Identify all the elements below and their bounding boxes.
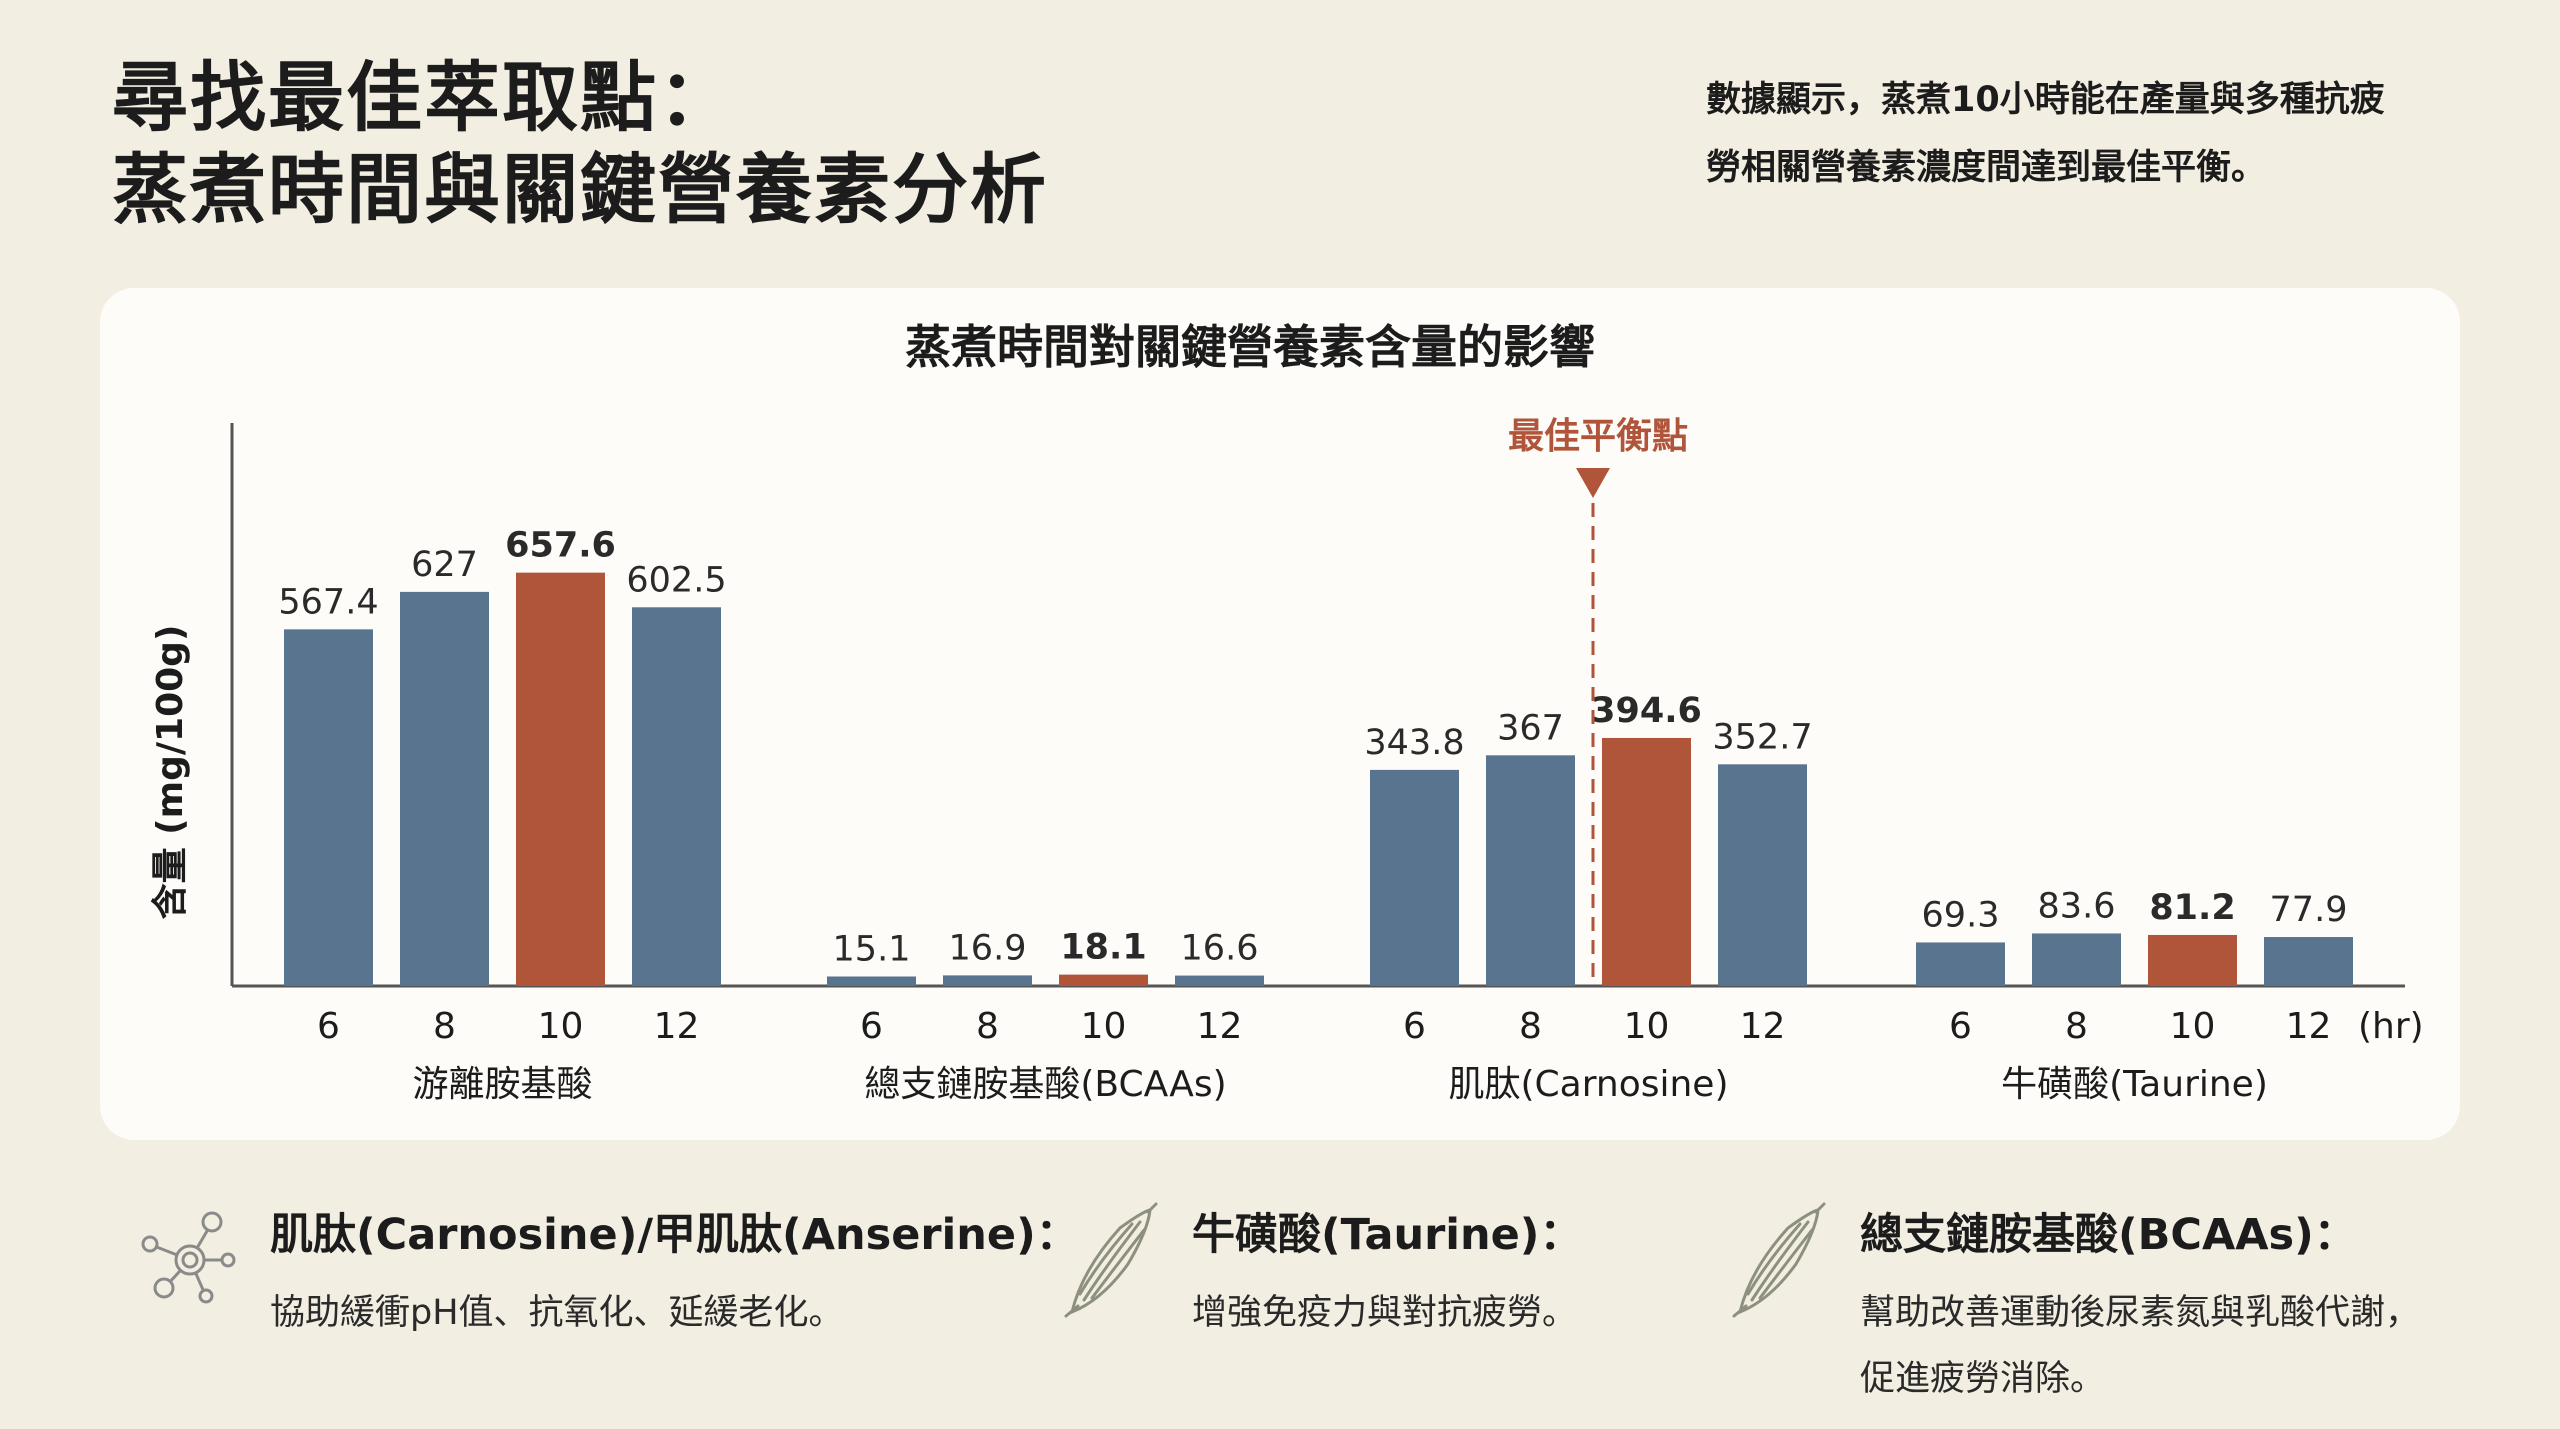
feature-title: 肌肽(Carnosine)/甲肌肽(Anserine)：: [270, 1210, 1079, 1260]
bar: [827, 976, 916, 986]
bar: [1370, 769, 1459, 986]
page-title-line2: 蒸煮時間與關鍵營養素分析: [112, 145, 1048, 234]
summary-line2: 勞相關營養素濃度間達到最佳平衡。: [1706, 148, 2267, 188]
molecule-icon: [141, 1211, 236, 1304]
x-tick-label: 12: [654, 1006, 700, 1047]
data-label: 352.7: [1712, 717, 1812, 757]
feature-desc: 幫助改善運動後尿素氮與乳酸代謝， 促進疲勞消除。: [1860, 1280, 2420, 1412]
muscle-fiber-icon: [1064, 1202, 1158, 1318]
data-label: 657.6: [505, 526, 616, 566]
bar: [1486, 755, 1575, 986]
x-tick-label: 6: [1403, 1006, 1426, 1047]
data-label: 627: [411, 545, 478, 585]
x-tick-label: 8: [433, 1006, 456, 1047]
summary-text: 數據顯示，蒸煮10小時能在產量與多種抗疲 勞相關營養素濃度間達到最佳平衡。: [1706, 66, 2466, 202]
bar: [1059, 974, 1148, 986]
bar: [2032, 933, 2121, 986]
bar: [400, 591, 489, 986]
x-tick-label: 8: [1519, 1006, 1542, 1047]
y-axis-label: 含量 (mg/100g): [150, 625, 191, 920]
feature-desc-line: 幫助改善運動後尿素氮與乳酸代謝，: [1860, 1293, 2421, 1333]
x-tick-label: 10: [2170, 1006, 2216, 1047]
group-label: 游離胺基酸: [412, 1064, 592, 1105]
optimal-label: 最佳平衡點: [1508, 416, 1688, 457]
bar: [284, 629, 373, 986]
data-label: 343.8: [1364, 723, 1464, 763]
bar: [1602, 737, 1691, 986]
feature-title: 總支鏈胺基酸(BCAAs)：: [1860, 1210, 2357, 1260]
x-tick-label: 6: [860, 1006, 883, 1047]
x-tick-label: 6: [317, 1006, 340, 1047]
data-label: 16.9: [949, 928, 1027, 968]
x-tick-label: 8: [976, 1006, 999, 1047]
bar: [1916, 942, 2005, 986]
data-label: 15.1: [833, 930, 911, 970]
feature-desc-line: 協助緩衝pH值、抗氧化、延緩老化。: [270, 1293, 844, 1333]
chart-card: [100, 288, 2460, 1140]
chart-title: 蒸煮時間對關鍵營養素含量的影響: [905, 320, 1595, 374]
x-tick-label: 12: [1740, 1006, 1786, 1047]
optimal-marker-icon: [1576, 468, 1610, 498]
data-label: 16.6: [1181, 929, 1259, 969]
feature-title: 牛磺酸(Taurine)：: [1192, 1210, 1583, 1260]
x-tick-label: 10: [1081, 1006, 1127, 1047]
bar: [2148, 934, 2237, 986]
data-label: 602.5: [626, 560, 726, 600]
group-label: 肌肽(Carnosine): [1448, 1064, 1728, 1105]
page-title: 尋找最佳萃取點： 蒸煮時間與關鍵營養素分析: [112, 52, 1048, 236]
data-label: 69.3: [1922, 895, 2000, 935]
data-label: 18.1: [1060, 928, 1146, 968]
bar: [516, 572, 605, 986]
x-tick-label: 10: [1624, 1006, 1670, 1047]
x-unit-label: (hr): [2358, 1006, 2424, 1047]
x-tick-label: 8: [2065, 1006, 2088, 1047]
bar: [1718, 764, 1807, 986]
feature-desc: 增強免疫力與對抗疲勞。: [1192, 1280, 1577, 1346]
feature-desc: 協助緩衝pH值、抗氧化、延緩老化。: [270, 1280, 844, 1346]
x-tick-label: 12: [1197, 1006, 1243, 1047]
data-label: 81.2: [2149, 888, 2235, 928]
data-label: 394.6: [1591, 691, 1702, 731]
bar: [632, 607, 721, 986]
data-label: 83.6: [2038, 886, 2116, 926]
bar: [943, 975, 1032, 986]
group-label: 牛磺酸(Taurine): [2001, 1064, 2268, 1105]
bar: [2264, 937, 2353, 986]
group-label: 總支鏈胺基酸(BCAAs): [864, 1064, 1226, 1105]
data-label: 367: [1497, 708, 1564, 748]
x-tick-label: 6: [1949, 1006, 1972, 1047]
page-title-line1: 尋找最佳萃取點：: [112, 53, 736, 142]
x-tick-label: 12: [2286, 1006, 2332, 1047]
feature-desc-line: 增強免疫力與對抗疲勞。: [1192, 1293, 1578, 1333]
data-label: 567.4: [278, 582, 378, 622]
muscle-fiber-icon: [1732, 1202, 1826, 1318]
feature-desc-line: 促進疲勞消除。: [1860, 1359, 2106, 1399]
summary-line1: 數據顯示，蒸煮10小時能在產量與多種抗疲: [1706, 80, 2385, 120]
bar: [1175, 975, 1264, 986]
x-tick-label: 10: [538, 1006, 584, 1047]
data-label: 77.9: [2270, 890, 2348, 930]
bar-chart: 蒸煮時間對關鍵營養素含量的影響 含量 (mg/100g) 567.4 6 627 8 65…: [150, 320, 2424, 1105]
